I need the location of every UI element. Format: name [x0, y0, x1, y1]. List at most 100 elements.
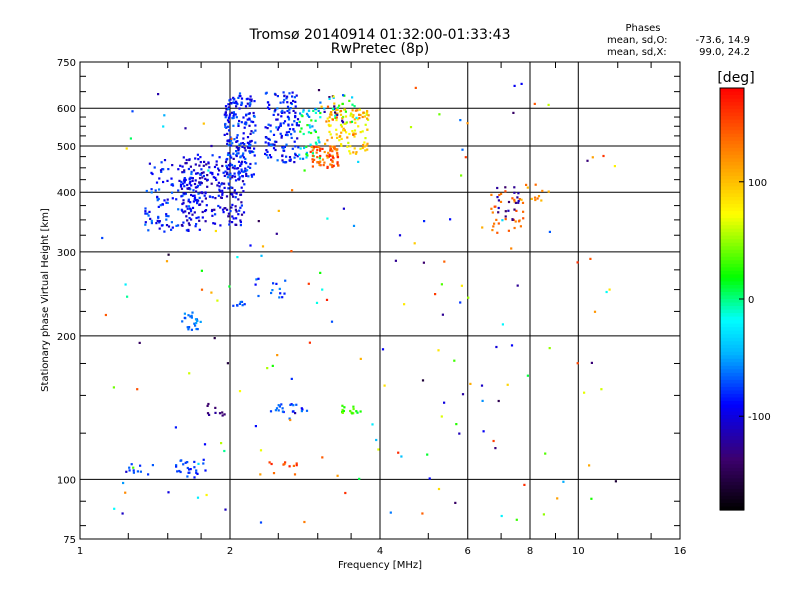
data-point: [192, 189, 195, 192]
data-point: [165, 260, 169, 263]
data-point: [283, 462, 286, 466]
data-point: [204, 192, 207, 195]
data-point: [239, 224, 242, 227]
data-point: [400, 455, 403, 458]
colorbar-segment: [720, 355, 744, 360]
colorbar-segment: [720, 474, 744, 479]
data-point: [590, 361, 593, 364]
data-point: [277, 404, 280, 407]
colorbar-segment: [720, 383, 744, 388]
colorbar-tick-label: -100: [748, 412, 771, 423]
data-point: [310, 131, 313, 135]
data-point: [238, 390, 242, 393]
data-point: [242, 137, 245, 140]
data-point: [163, 230, 166, 233]
data-point: [189, 201, 192, 204]
data-point: [231, 193, 234, 196]
data-point: [326, 105, 330, 108]
data-point: [302, 109, 305, 112]
data-point: [185, 158, 188, 162]
colorbar-segment: [720, 295, 744, 300]
data-point: [356, 118, 359, 121]
data-point: [314, 119, 317, 122]
data-point: [199, 203, 202, 206]
data-point: [459, 119, 462, 122]
data-point: [182, 211, 185, 214]
data-point: [294, 114, 297, 118]
data-point: [136, 388, 139, 391]
data-point: [243, 147, 246, 150]
data-point: [184, 210, 187, 213]
data-point: [353, 147, 356, 150]
data-point: [194, 225, 197, 228]
data-point: [188, 212, 191, 215]
data-point: [189, 165, 192, 168]
data-point: [224, 170, 227, 173]
data-point: [588, 464, 591, 467]
data-point: [409, 126, 413, 129]
data-point: [361, 130, 364, 133]
data-point: [291, 123, 294, 126]
data-point: [191, 311, 194, 314]
data-point: [290, 133, 293, 136]
data-point: [228, 164, 232, 167]
data-point: [196, 153, 199, 156]
data-point: [513, 186, 516, 189]
data-point: [180, 187, 184, 190]
data-point: [340, 131, 343, 134]
data-point: [207, 169, 210, 172]
colorbar-label: [deg]: [717, 70, 754, 86]
data-point: [319, 271, 322, 274]
colorbar-segment: [720, 351, 744, 356]
data-point: [342, 409, 345, 413]
data-point: [237, 167, 240, 170]
data-point: [352, 114, 355, 117]
data-point: [145, 189, 148, 193]
data-point: [520, 198, 523, 201]
data-point: [196, 496, 200, 499]
data-point: [197, 462, 200, 465]
data-point: [210, 291, 213, 294]
data-point: [255, 278, 258, 281]
data-point: [534, 183, 537, 186]
colorbar-segment: [720, 200, 744, 205]
data-point: [101, 236, 104, 240]
data-point: [202, 122, 205, 125]
data-point: [240, 168, 243, 171]
data-point: [614, 480, 617, 483]
data-point: [311, 149, 314, 152]
colorbar-segment: [720, 376, 744, 381]
colorbar-segment: [720, 288, 744, 293]
colorbar-segment: [720, 478, 744, 483]
data-point: [175, 464, 178, 467]
data-point: [365, 113, 368, 116]
data-point: [129, 137, 132, 140]
data-point: [375, 438, 378, 442]
data-point: [327, 123, 330, 126]
colorbar-segment: [720, 228, 744, 233]
y-tick-label: 75: [63, 535, 76, 546]
data-point: [342, 127, 345, 130]
data-point: [332, 95, 335, 98]
data-point: [356, 109, 359, 112]
data-point: [383, 384, 386, 387]
data-point: [171, 197, 174, 200]
data-point: [150, 191, 153, 194]
data-point: [249, 151, 252, 154]
data-point: [231, 117, 234, 120]
data-point: [326, 117, 329, 120]
data-point: [264, 152, 267, 155]
data-point: [297, 124, 300, 127]
data-point: [144, 210, 147, 213]
data-point: [356, 411, 359, 414]
data-point: [237, 152, 240, 155]
data-point: [193, 198, 196, 201]
data-point: [366, 142, 369, 145]
data-point: [147, 214, 150, 217]
data-point: [319, 149, 322, 152]
data-point: [467, 296, 470, 299]
data-point: [233, 175, 237, 178]
data-point: [198, 181, 201, 184]
data-point: [238, 176, 241, 179]
data-point: [250, 139, 253, 143]
